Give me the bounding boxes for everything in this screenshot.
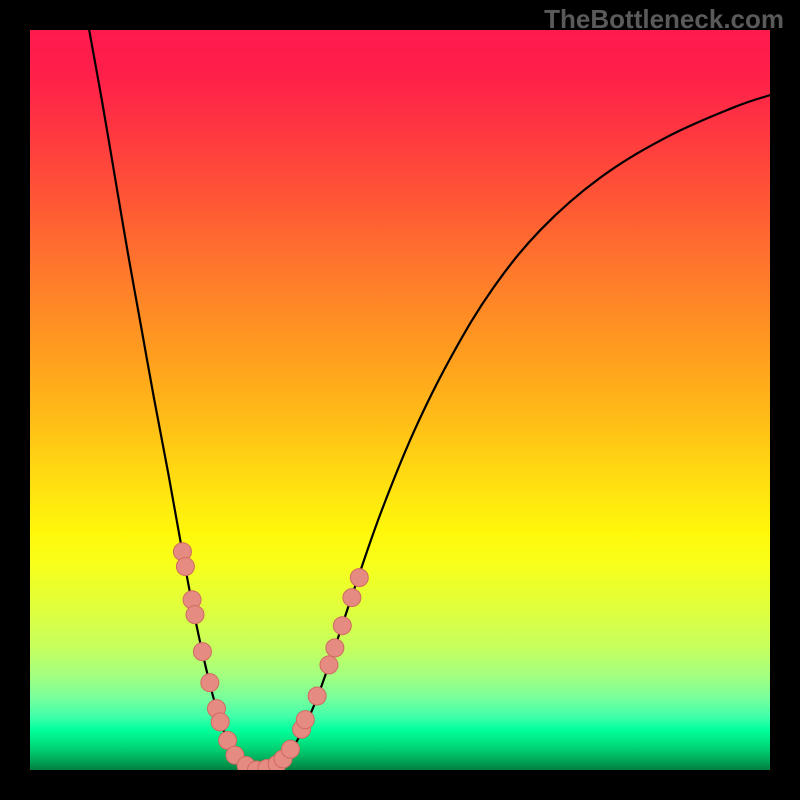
marker-right — [350, 569, 368, 587]
marker-right — [326, 639, 344, 657]
plot-area — [30, 30, 770, 770]
marker-right — [333, 617, 351, 635]
watermark-text: TheBottleneck.com — [544, 4, 784, 35]
marker-left — [186, 606, 204, 624]
marker-left — [176, 558, 194, 576]
marker-left — [193, 643, 211, 661]
marker-left — [201, 674, 219, 692]
marker-right — [320, 656, 338, 674]
marker-right — [308, 687, 326, 705]
chart-svg — [30, 30, 770, 770]
marker-right — [281, 740, 299, 758]
marker-right — [343, 589, 361, 607]
marker-left — [211, 713, 229, 731]
marker-right — [296, 711, 314, 729]
